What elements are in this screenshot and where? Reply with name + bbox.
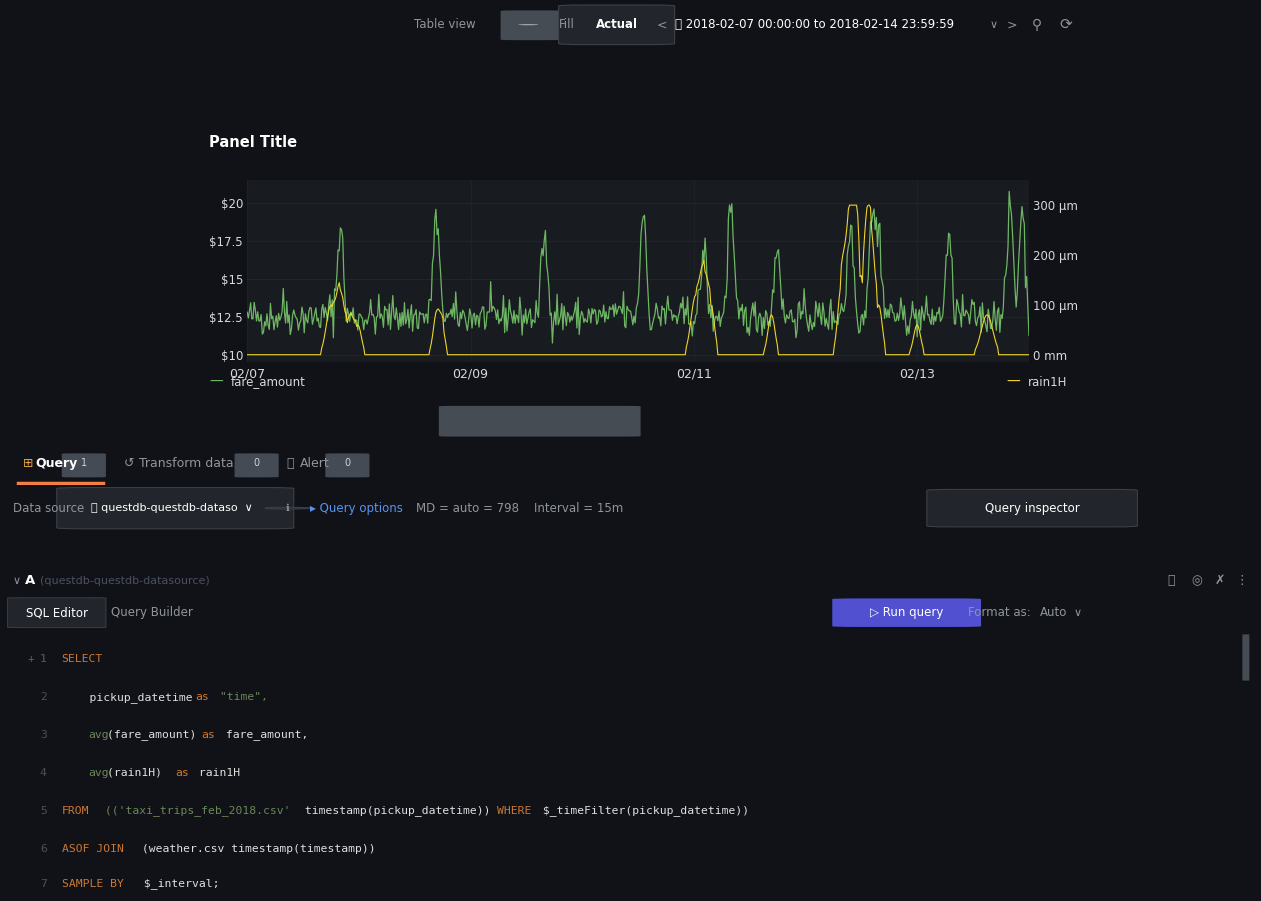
- Text: ⏰: ⏰: [286, 457, 294, 470]
- Text: ↺: ↺: [124, 457, 134, 470]
- Text: ∨: ∨: [13, 576, 20, 586]
- FancyBboxPatch shape: [325, 453, 369, 478]
- Text: (fare_amount): (fare_amount): [107, 730, 203, 741]
- Text: 4: 4: [40, 768, 47, 778]
- Text: Query Builder: Query Builder: [111, 606, 193, 619]
- Text: (('taxi_trips_feb_2018.csv': (('taxi_trips_feb_2018.csv': [98, 805, 291, 816]
- Text: avg: avg: [88, 768, 110, 778]
- Text: Data source: Data source: [13, 502, 84, 514]
- Text: 1: 1: [81, 459, 87, 469]
- Text: 0: 0: [344, 459, 351, 469]
- Text: SQL Editor: SQL Editor: [25, 606, 88, 619]
- Text: SAMPLE BY: SAMPLE BY: [62, 878, 124, 889]
- Text: $_timeFilter(pickup_datetime)): $_timeFilter(pickup_datetime)): [536, 805, 749, 816]
- Text: ∨: ∨: [990, 20, 997, 30]
- Text: Actual: Actual: [595, 18, 638, 32]
- Text: ▸ Query options: ▸ Query options: [310, 502, 404, 514]
- Text: fare_amount: fare_amount: [231, 376, 305, 388]
- Text: —: —: [1006, 375, 1020, 389]
- FancyBboxPatch shape: [8, 597, 106, 628]
- Text: 5: 5: [40, 805, 47, 815]
- Text: FROM: FROM: [62, 805, 90, 815]
- Text: 6: 6: [40, 843, 47, 853]
- Text: 1: 1: [40, 654, 47, 664]
- Text: WHERE: WHERE: [497, 805, 532, 815]
- Text: Ⓠ questdb-questdb-dataso  ∨: Ⓠ questdb-questdb-dataso ∨: [91, 503, 252, 514]
- Text: —: —: [209, 375, 223, 389]
- FancyBboxPatch shape: [501, 11, 561, 41]
- Text: $_interval;: $_interval;: [137, 878, 219, 889]
- Text: 2: 2: [40, 692, 47, 702]
- Text: ⟳: ⟳: [1059, 17, 1072, 32]
- Text: >: >: [1006, 18, 1016, 32]
- Text: timestamp(pickup_datetime)): timestamp(pickup_datetime)): [298, 805, 497, 816]
- Text: Table view: Table view: [414, 18, 475, 32]
- Text: <: <: [657, 18, 667, 32]
- Text: as: as: [202, 730, 216, 740]
- Text: Panel Title: Panel Title: [209, 135, 298, 150]
- Text: Transform data: Transform data: [139, 457, 233, 470]
- Text: ⚲: ⚲: [1031, 18, 1042, 32]
- Text: ⋮: ⋮: [1236, 574, 1248, 587]
- Circle shape: [265, 507, 310, 509]
- Text: Fill: Fill: [559, 18, 575, 32]
- Text: 7: 7: [40, 878, 47, 889]
- Text: (rain1H): (rain1H): [107, 768, 169, 778]
- Text: Auto: Auto: [1040, 606, 1068, 619]
- Text: Query inspector: Query inspector: [985, 502, 1081, 514]
- Text: pickup_datetime: pickup_datetime: [62, 692, 199, 703]
- FancyBboxPatch shape: [439, 405, 641, 437]
- FancyBboxPatch shape: [62, 453, 106, 478]
- Text: "time",: "time",: [213, 692, 267, 702]
- Text: 0: 0: [253, 459, 260, 469]
- FancyBboxPatch shape: [235, 453, 279, 478]
- Text: ▷ Run query: ▷ Run query: [870, 606, 943, 619]
- Text: Format as:: Format as:: [968, 606, 1031, 619]
- Text: ∨: ∨: [1073, 607, 1081, 618]
- FancyBboxPatch shape: [1242, 634, 1250, 680]
- Text: MD = auto = 798    Interval = 15m: MD = auto = 798 Interval = 15m: [416, 502, 623, 514]
- FancyBboxPatch shape: [57, 487, 294, 529]
- Text: (weather.csv timestamp(timestamp)): (weather.csv timestamp(timestamp)): [135, 843, 376, 853]
- Text: A: A: [25, 574, 35, 587]
- FancyBboxPatch shape: [927, 489, 1137, 527]
- Text: ⧉: ⧉: [1168, 574, 1175, 587]
- Text: ✗: ✗: [1214, 574, 1224, 587]
- Text: fare_amount,: fare_amount,: [218, 730, 308, 741]
- FancyBboxPatch shape: [559, 5, 675, 44]
- Text: Query: Query: [35, 457, 78, 470]
- Text: 3: 3: [40, 730, 47, 740]
- FancyBboxPatch shape: [832, 598, 981, 627]
- Text: as: as: [195, 692, 209, 702]
- Text: rain1H: rain1H: [1028, 376, 1067, 388]
- Text: ◎: ◎: [1192, 574, 1203, 587]
- Text: 1: 1: [40, 654, 47, 664]
- Text: Alert: Alert: [300, 457, 330, 470]
- Text: ASOF JOIN: ASOF JOIN: [62, 843, 124, 853]
- Text: avg: avg: [88, 730, 110, 740]
- Text: ℹ: ℹ: [286, 503, 289, 514]
- Text: as: as: [175, 768, 189, 778]
- Text: SELECT: SELECT: [62, 654, 103, 664]
- Text: +: +: [28, 654, 34, 664]
- Text: ⊞: ⊞: [23, 457, 33, 470]
- Text: ⧗ 2018-02-07 00:00:00 to 2018-02-14 23:59:59: ⧗ 2018-02-07 00:00:00 to 2018-02-14 23:5…: [675, 18, 953, 32]
- Text: (questdb-questdb-datasource): (questdb-questdb-datasource): [40, 576, 211, 586]
- Text: rain1H: rain1H: [192, 768, 240, 778]
